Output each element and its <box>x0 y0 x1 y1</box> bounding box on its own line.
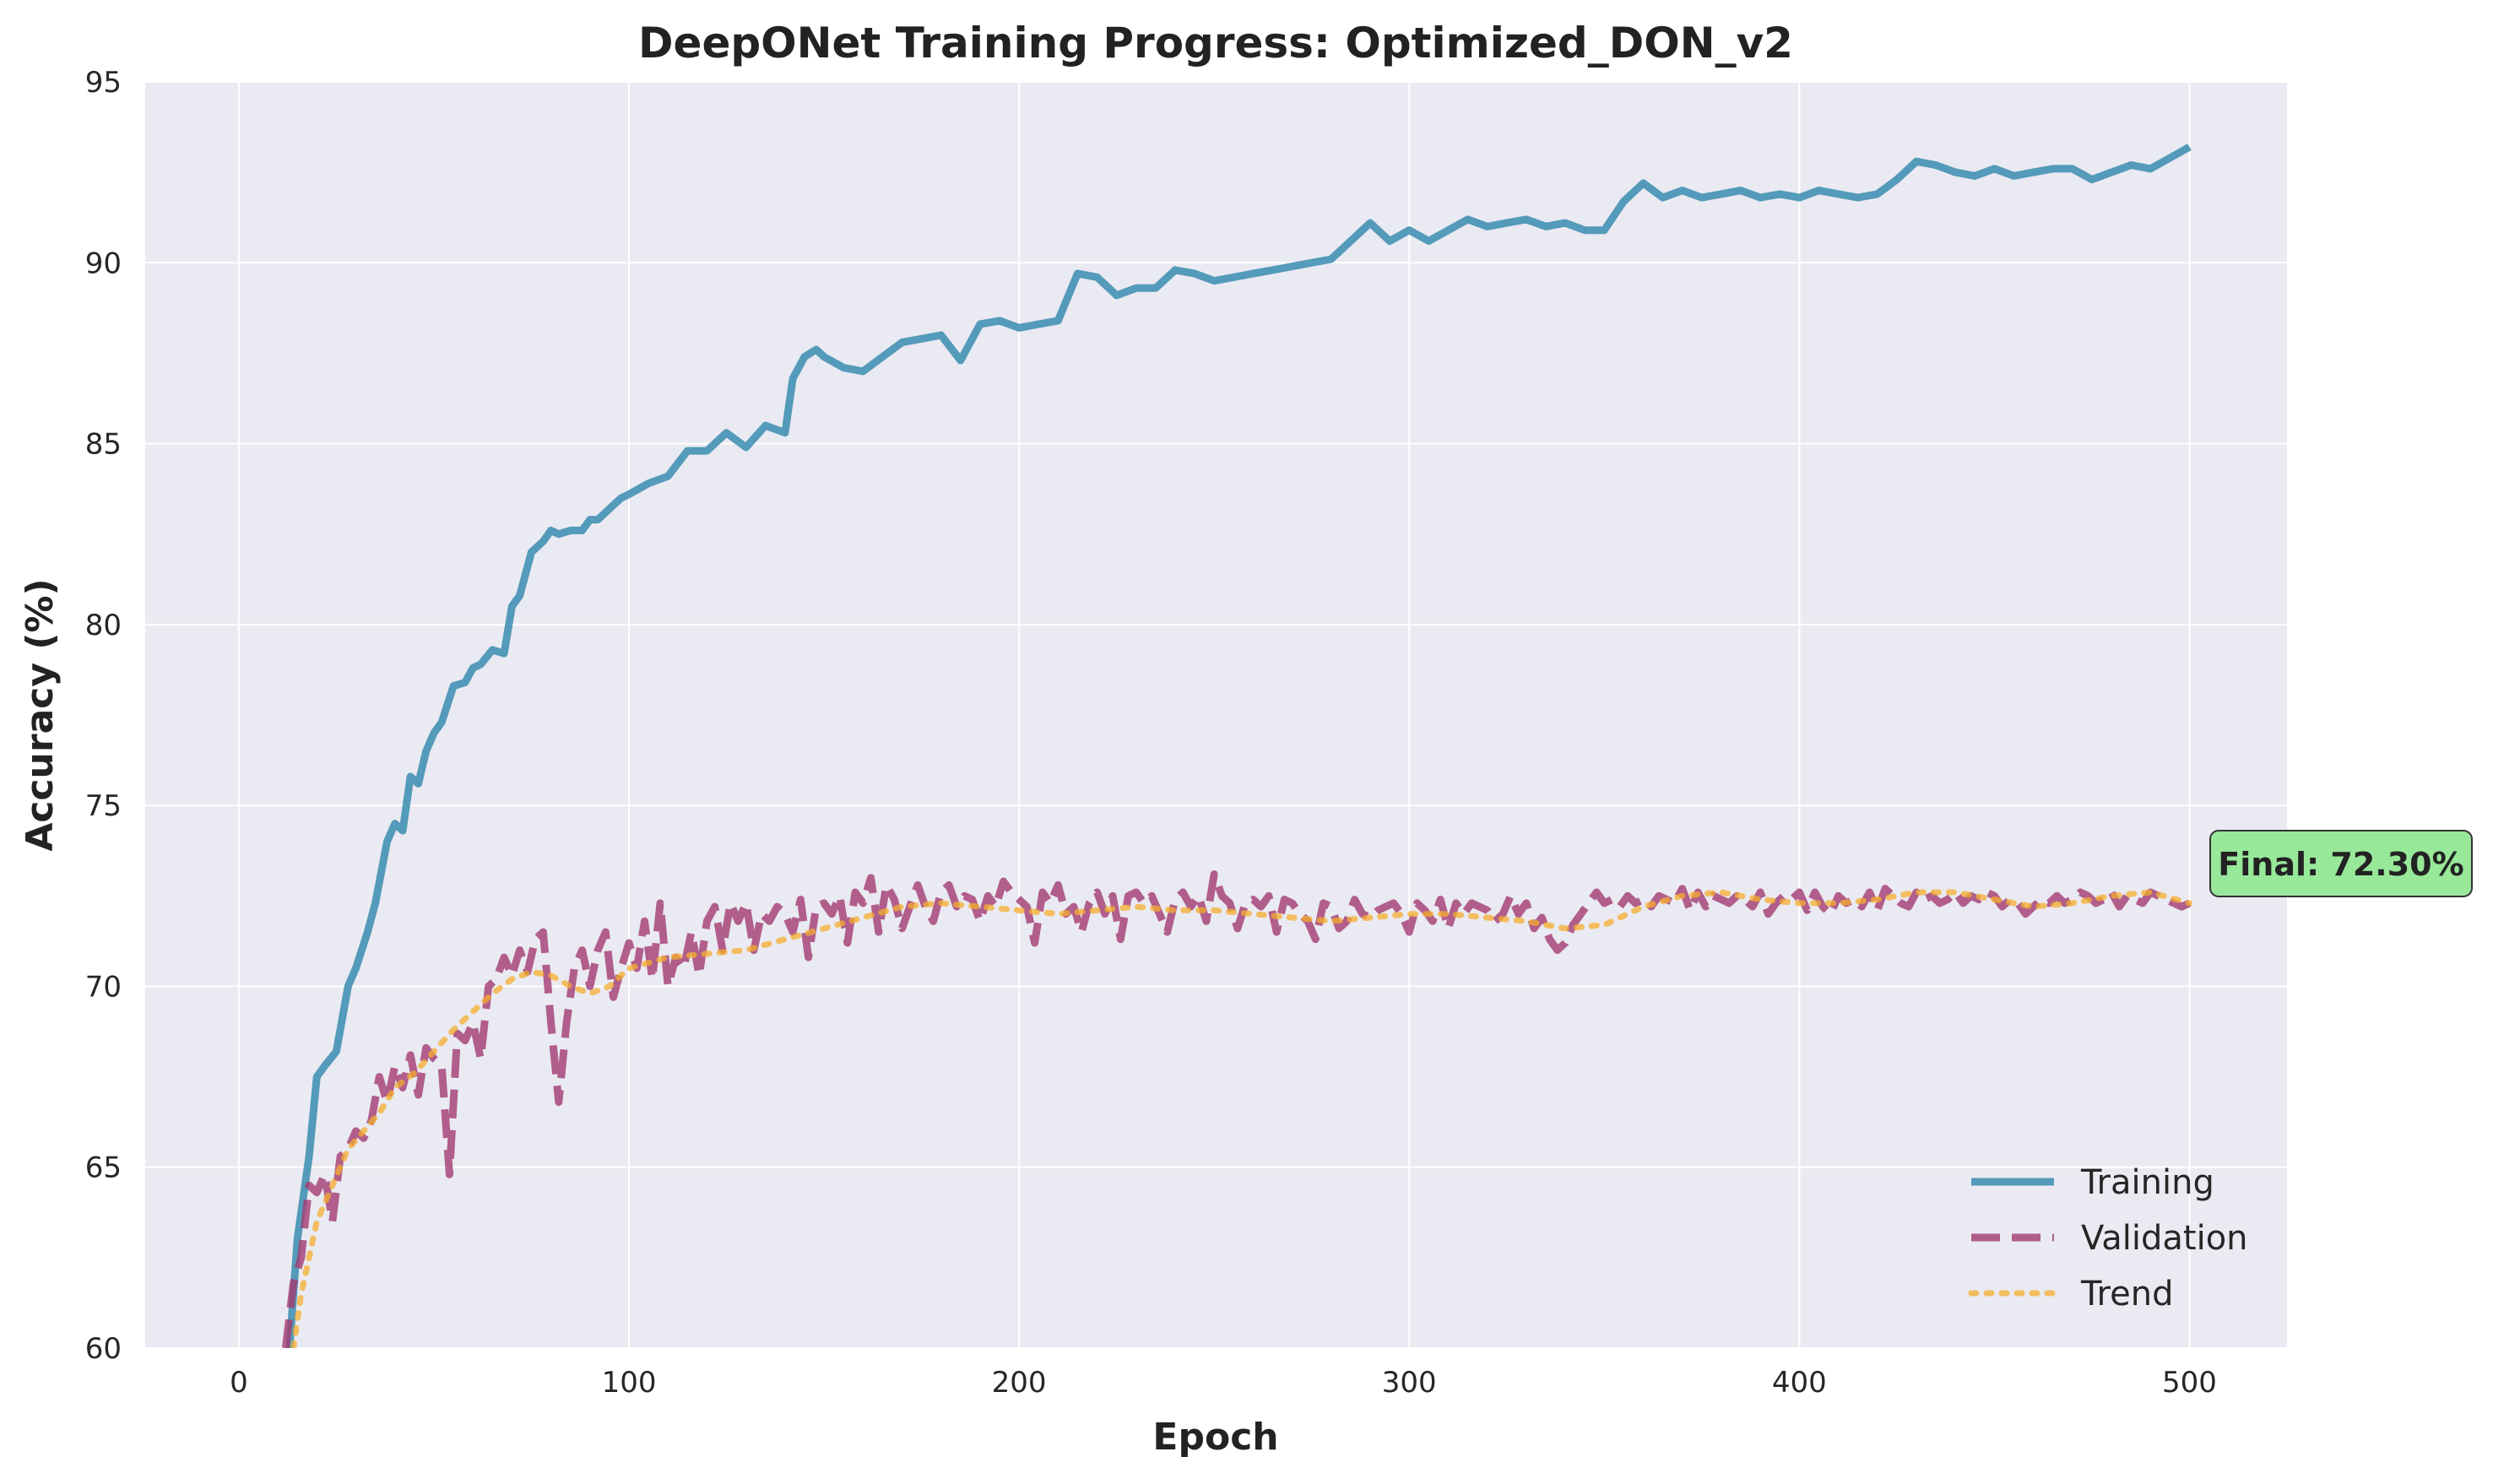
x-tick-label: 300 <box>1382 1366 1437 1400</box>
legend-label-trend: Trend <box>2080 1275 2173 1313</box>
final-annotation-text: Final: 72.30% <box>2218 846 2463 883</box>
y-axis-ticks: 60 65 70 75 80 85 90 95 <box>85 66 122 1366</box>
legend: Training Validation Trend <box>1968 1163 2248 1313</box>
y-tick-label: 90 <box>85 246 122 280</box>
y-tick-label: 70 <box>85 970 122 1004</box>
x-axis-ticks: 0 100 200 300 400 500 <box>230 1366 2217 1400</box>
x-tick-label: 200 <box>992 1366 1047 1400</box>
y-tick-label: 60 <box>85 1332 122 1366</box>
final-annotation: Final: 72.30% <box>2209 830 2473 897</box>
y-tick-label: 85 <box>85 428 122 462</box>
y-tick-label: 80 <box>85 609 122 642</box>
chart-title: DeepONet Training Progress: Optimized_DO… <box>638 19 1793 68</box>
y-tick-label: 65 <box>85 1151 122 1185</box>
x-tick-label: 500 <box>2162 1366 2217 1400</box>
plot-area <box>145 82 2287 1348</box>
y-tick-label: 75 <box>85 789 122 823</box>
x-tick-label: 400 <box>1772 1366 1827 1400</box>
series-line-training <box>285 144 2192 1348</box>
series-lines <box>281 144 2192 1348</box>
y-axis-label: Accuracy (%) <box>19 578 62 851</box>
series-line-trend <box>290 889 2192 1348</box>
x-tick-label: 0 <box>230 1366 248 1400</box>
x-tick-label: 100 <box>602 1366 657 1400</box>
final-annotation-box <box>2209 830 2473 897</box>
legend-label-training: Training <box>2080 1163 2214 1202</box>
legend-label-validation: Validation <box>2081 1219 2248 1258</box>
x-axis-label: Epoch <box>1152 1416 1278 1459</box>
y-tick-label: 95 <box>85 66 122 100</box>
